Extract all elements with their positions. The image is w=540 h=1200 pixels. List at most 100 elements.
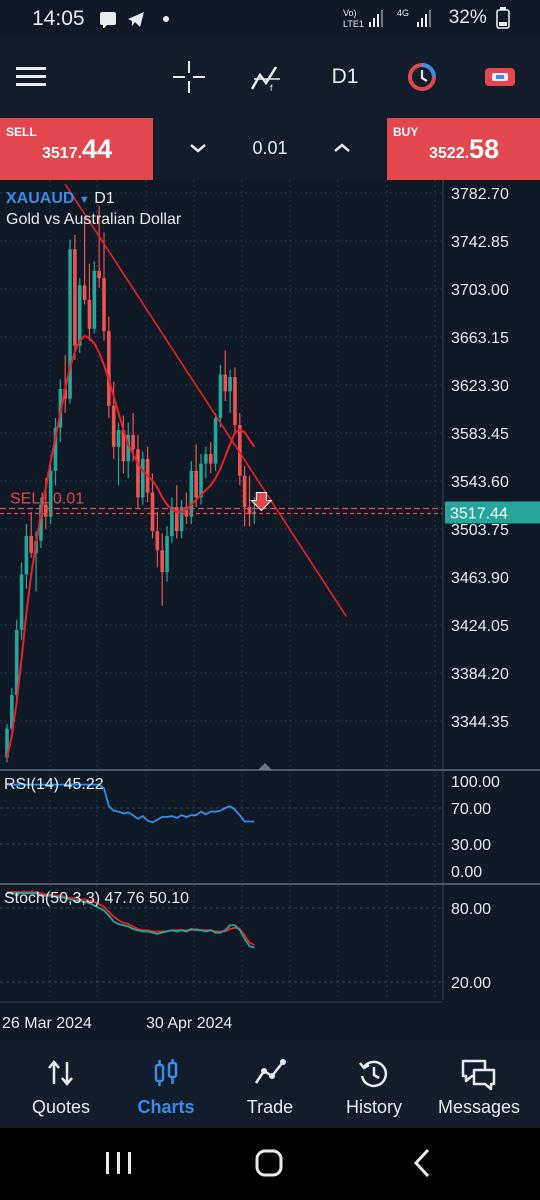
one-click-trade-icon bbox=[485, 68, 515, 86]
menu-button[interactable] bbox=[14, 36, 48, 118]
volume-value[interactable]: 0.01 bbox=[252, 138, 288, 158]
symbol-dropdown-icon[interactable]: ▼ bbox=[78, 194, 90, 206]
candle bbox=[213, 413, 218, 471]
trendline bbox=[64, 183, 348, 618]
one-click-trade-button[interactable] bbox=[483, 36, 517, 118]
stoch-main-line bbox=[7, 892, 255, 949]
candle bbox=[238, 413, 242, 486]
chart-canvas[interactable]: SELL 0.01 3782.70 3742.85 3703.00 3663.15 36… bbox=[0, 180, 540, 1040]
nav-quotes[interactable]: Quotes bbox=[7, 1040, 115, 1128]
candle-body bbox=[10, 694, 14, 729]
candle bbox=[126, 422, 131, 479]
trade-panel: SELL 3517.44 0.01 BUY 3522.58 bbox=[0, 118, 540, 180]
home-button[interactable] bbox=[255, 1149, 283, 1177]
symbol-header[interactable]: XAUAUD ▼ D1 Gold vs Australian Dollar bbox=[6, 190, 181, 229]
stoch-label: Stoch(50,3,3) 47.76 50.10 bbox=[4, 890, 190, 907]
candle bbox=[170, 497, 174, 544]
candle bbox=[223, 350, 228, 402]
candle-body bbox=[150, 492, 155, 532]
nav-trade-label: Trade bbox=[246, 1097, 294, 1117]
symbol-name[interactable]: XAUAUD bbox=[6, 190, 75, 207]
candle-body bbox=[233, 376, 237, 426]
candle-body bbox=[73, 249, 77, 346]
candle bbox=[121, 415, 126, 474]
candle bbox=[194, 444, 198, 508]
chevron-up-icon bbox=[334, 143, 350, 152]
candle-body bbox=[14, 629, 19, 695]
candle bbox=[73, 234, 77, 361]
volume-selector: 0.01 bbox=[190, 118, 350, 180]
price-axis-label: 3583.45 bbox=[451, 426, 509, 443]
buy-button[interactable]: BUY 3522.58 bbox=[387, 118, 540, 180]
chevron-down-icon bbox=[190, 144, 206, 153]
candle-body bbox=[165, 535, 169, 573]
candle-body bbox=[82, 285, 87, 300]
increase-volume-button[interactable] bbox=[330, 136, 354, 160]
rsi-line bbox=[7, 783, 255, 824]
nav-messages-label: Messages bbox=[437, 1097, 521, 1117]
nav-quotes-label: Quotes bbox=[31, 1097, 91, 1117]
decrease-volume-button[interactable] bbox=[186, 136, 210, 160]
svg-text:4G: 4G bbox=[397, 8, 409, 18]
signal-icon-2 bbox=[416, 10, 431, 27]
svg-text:LTE1: LTE1 bbox=[343, 19, 364, 29]
nav-history[interactable]: History bbox=[320, 1040, 428, 1128]
candle bbox=[165, 526, 169, 582]
rsi-panel: 100.00 70.00 30.00 0.00 bbox=[0, 774, 500, 881]
clock: 14:05 bbox=[32, 7, 85, 30]
candle bbox=[92, 261, 97, 334]
timer-button[interactable] bbox=[405, 36, 439, 118]
battery-percent: 32% bbox=[448, 7, 487, 28]
price-axis-label: 3703.00 bbox=[451, 282, 509, 299]
notification-icons bbox=[100, 12, 169, 28]
chart-grid bbox=[0, 180, 444, 1000]
rsi-axis-label: 70.00 bbox=[451, 801, 491, 818]
timeframe-button[interactable]: D1 bbox=[331, 65, 359, 88]
nav-charts[interactable]: Charts bbox=[112, 1040, 220, 1128]
sell-label: SELL bbox=[6, 125, 37, 139]
symbol-description: Gold vs Australian Dollar bbox=[6, 211, 182, 228]
price-axis-label: 3463.90 bbox=[451, 570, 509, 587]
recent-apps-button[interactable] bbox=[106, 1152, 131, 1174]
candle-body bbox=[121, 429, 126, 462]
trade-line-icon bbox=[254, 1059, 286, 1084]
chart-toolbar: f D1 bbox=[0, 36, 540, 118]
candle-body bbox=[184, 507, 189, 517]
candle-body bbox=[19, 574, 24, 630]
candle bbox=[179, 499, 184, 539]
indicators-button[interactable]: f bbox=[248, 36, 284, 118]
candle bbox=[204, 446, 208, 479]
candle-body bbox=[107, 331, 111, 406]
rsi-axis-label: 0.00 bbox=[451, 864, 482, 881]
battery-icon bbox=[496, 7, 510, 29]
candle-body bbox=[155, 531, 160, 551]
telegram-icon bbox=[128, 12, 144, 27]
nav-messages[interactable]: Messages bbox=[425, 1040, 533, 1128]
sell-button[interactable]: SELL 3517.44 bbox=[0, 118, 153, 180]
candle bbox=[150, 473, 155, 539]
candle-body bbox=[170, 507, 174, 536]
svg-text:Vo): Vo) bbox=[343, 8, 357, 18]
back-button[interactable] bbox=[413, 1148, 430, 1178]
candle-body bbox=[77, 285, 82, 346]
hamburger-icon bbox=[16, 67, 46, 86]
candle-body bbox=[223, 374, 228, 392]
candle bbox=[218, 364, 223, 428]
candle-body bbox=[194, 470, 198, 498]
nav-charts-label: Charts bbox=[137, 1097, 195, 1117]
candle-body bbox=[48, 470, 53, 517]
candle bbox=[68, 239, 72, 404]
crosshair-button[interactable] bbox=[172, 36, 206, 118]
candle-body bbox=[29, 535, 34, 553]
candle bbox=[87, 263, 92, 341]
candle-body bbox=[68, 249, 72, 399]
candle-body bbox=[126, 434, 131, 462]
price-axis-label: 3424.05 bbox=[451, 618, 509, 635]
candle-body bbox=[242, 475, 247, 508]
price-axis-label: 3782.70 bbox=[451, 186, 509, 203]
price-chart[interactable]: SELL 0.01 3782.70 3742.85 3703.00 3663.15 36… bbox=[0, 180, 540, 1040]
candle-body bbox=[116, 429, 121, 447]
nav-trade[interactable]: Trade bbox=[216, 1040, 324, 1128]
candle bbox=[116, 422, 121, 486]
candle bbox=[29, 511, 34, 558]
